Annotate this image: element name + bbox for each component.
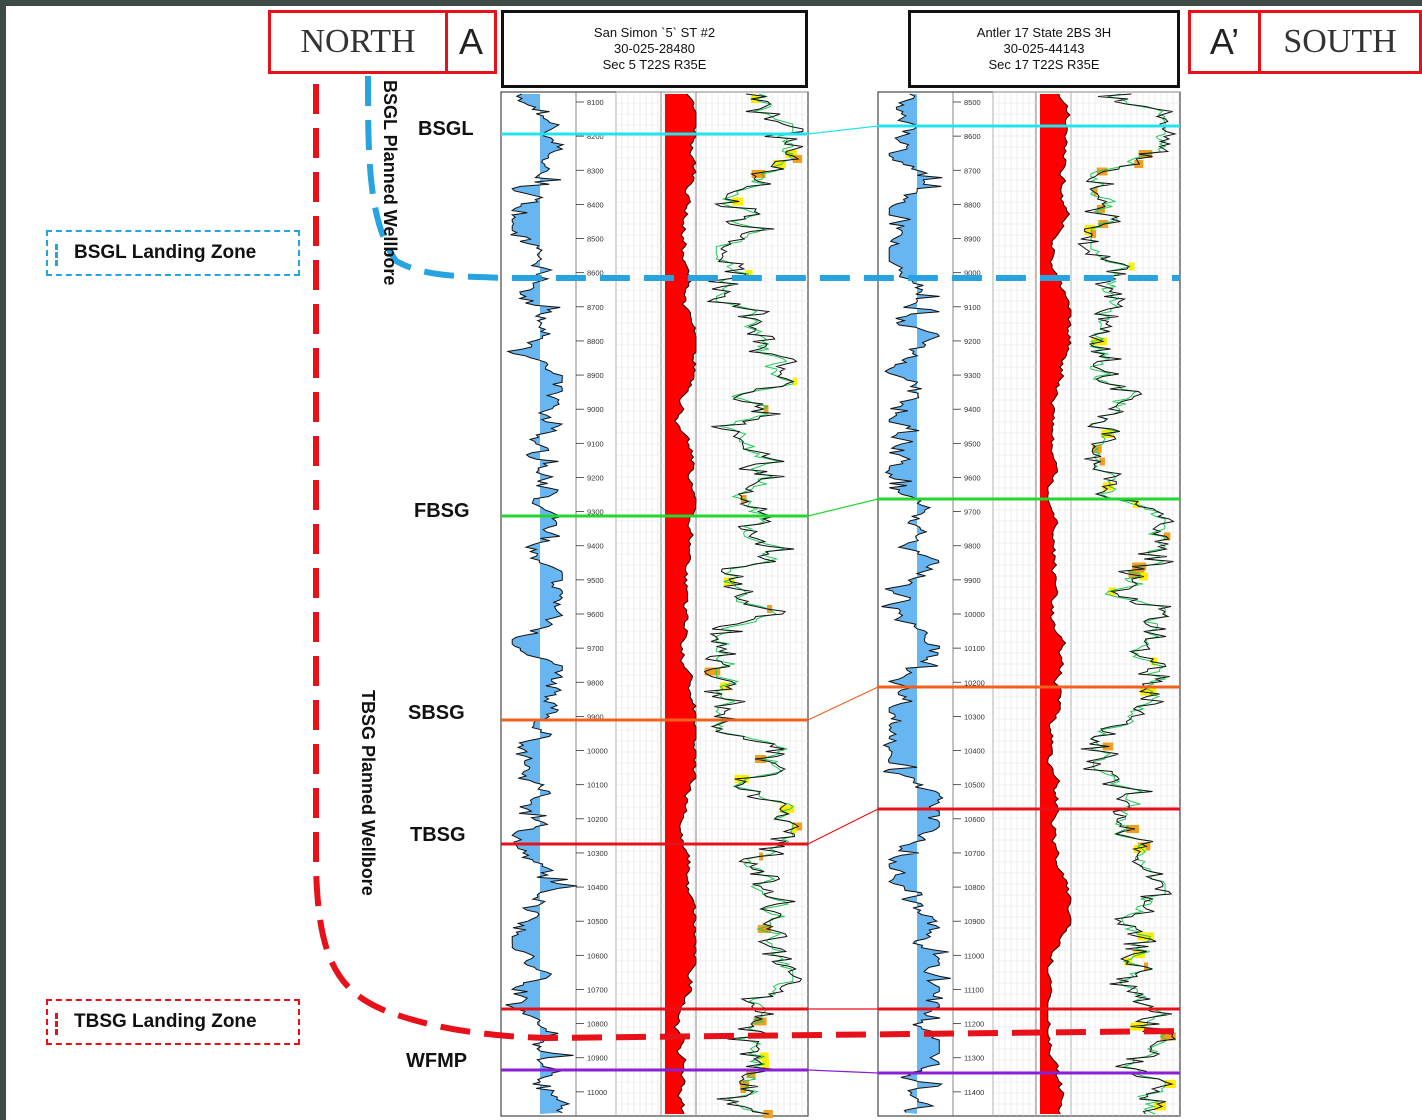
well-header-san-simon: San Simon `5` ST #2 30-025-28480 Sec 5 T… [501, 10, 808, 88]
depth-label: 11000 [587, 1088, 607, 1097]
depth-label: 8500 [587, 235, 604, 244]
formation-label-bsgl: BSGL [418, 118, 474, 141]
depth-label: 10500 [964, 781, 985, 790]
depth-label: 11000 [964, 951, 984, 960]
depth-label: 9200 [964, 337, 981, 346]
depth-label: 9100 [587, 439, 604, 448]
depth-label: 10600 [587, 951, 608, 960]
bsgl-landing-zone-label: BSGL Landing Zone [74, 242, 256, 264]
depth-label: 9500 [587, 576, 604, 585]
depth-label: 10700 [587, 985, 608, 994]
depth-label: 10700 [964, 849, 985, 858]
depth-label: 9300 [964, 371, 981, 380]
depth-label: 10100 [587, 781, 608, 790]
formation-correlation-line [808, 1070, 878, 1073]
section-end-marker-box: A’ [1188, 10, 1261, 74]
formation-label-wfmp: WFMP [406, 1050, 467, 1073]
depth-label: 11200 [964, 1020, 984, 1029]
formation-label-sbsg: SBSG [408, 702, 465, 725]
depth-label: 10300 [587, 849, 608, 858]
depth-label: 10800 [587, 1020, 608, 1029]
cross-section-canvas: 8100 8200 8300 8400 8500 8600 8700 8800 8900 9000… [6, 6, 1422, 1120]
formation-correlation-line [808, 809, 878, 844]
depth-label: 9400 [587, 542, 604, 551]
depth-label: 9600 [587, 610, 604, 619]
bsgl-wellbore-label: BSGL Planned Wellbore [379, 80, 400, 285]
depth-label: 8800 [964, 200, 981, 209]
zone-marker-icon [55, 1013, 58, 1035]
depth-label: 8900 [964, 235, 981, 244]
depth-label: 8600 [964, 132, 981, 141]
depth-label: 8700 [587, 303, 604, 312]
depth-label: 10600 [964, 815, 985, 824]
depth-label: 10000 [964, 610, 985, 619]
north-label: NORTH [300, 23, 415, 61]
depth-label: 11300 [964, 1054, 984, 1063]
depth-label: 9000 [587, 405, 604, 414]
depth-label: 10500 [587, 917, 608, 926]
formation-correlation-line [808, 687, 878, 720]
formation-correlation-line [808, 499, 878, 516]
depth-label: 10200 [587, 815, 608, 824]
depth-label: 10800 [964, 883, 985, 892]
depth-label: 9600 [964, 473, 981, 482]
depth-label: 9900 [964, 576, 981, 585]
depth-label: 8400 [587, 200, 604, 209]
depth-label: 8300 [587, 166, 604, 175]
zone-marker-icon [55, 244, 58, 266]
depth-label: 10400 [587, 883, 608, 892]
depth-label: 8800 [587, 337, 604, 346]
well-log-panels: 8100 8200 8300 8400 8500 8600 8700 8800 8900 9000… [6, 6, 1422, 1120]
depth-label: 8900 [587, 371, 604, 380]
formation-label-tbsg: TBSG [410, 824, 466, 847]
well-api: 30-025-44143 [1004, 41, 1085, 57]
depth-label: 10300 [964, 712, 985, 721]
depth-label: 9700 [587, 644, 604, 653]
depth-label: 9100 [964, 303, 981, 312]
well-name: Antler 17 State 2BS 3H [977, 25, 1111, 41]
formation-correlation-line [808, 126, 878, 134]
section-end-marker: A’ [1210, 21, 1239, 63]
depth-label: 8500 [964, 98, 981, 107]
depth-label: 11400 [964, 1088, 984, 1097]
south-direction-box: SOUTH [1258, 10, 1422, 74]
depth-label: 8700 [964, 166, 981, 175]
depth-label: 10100 [964, 644, 985, 653]
formation-label-fbsg: FBSG [414, 500, 470, 523]
well-location: Sec 5 T22S R35E [603, 57, 707, 73]
section-start-marker: A [459, 21, 483, 63]
well-location: Sec 17 T22S R35E [988, 57, 1099, 73]
depth-label: 9200 [587, 473, 604, 482]
depth-label: 9400 [964, 405, 981, 414]
bsgl-landing-zone-box: BSGL Landing Zone [46, 230, 300, 276]
depth-label: 9800 [587, 678, 604, 687]
depth-label: 10400 [964, 747, 985, 756]
depth-label: 10900 [587, 1054, 608, 1063]
well-api: 30-025-28480 [614, 41, 695, 57]
depth-label: 10000 [587, 747, 608, 756]
north-direction-box: NORTH [268, 10, 448, 74]
tbsg-landing-zone-label: TBSG Landing Zone [74, 1011, 257, 1033]
depth-label: 11100 [964, 985, 984, 994]
well-name: San Simon `5` ST #2 [594, 25, 715, 41]
depth-label: 10900 [964, 917, 985, 926]
depth-label: 9700 [964, 508, 981, 517]
depth-label: 8100 [587, 98, 604, 107]
depth-label: 9500 [964, 439, 981, 448]
well-header-antler: Antler 17 State 2BS 3H 30-025-44143 Sec … [908, 10, 1180, 88]
section-start-marker-box: A [445, 10, 497, 74]
tbsg-wellbore-label: TBSG Planned Wellbore [357, 690, 378, 896]
tbsg-landing-zone-box: TBSG Landing Zone [46, 999, 300, 1045]
depth-label: 9800 [964, 542, 981, 551]
south-label: SOUTH [1283, 23, 1396, 61]
